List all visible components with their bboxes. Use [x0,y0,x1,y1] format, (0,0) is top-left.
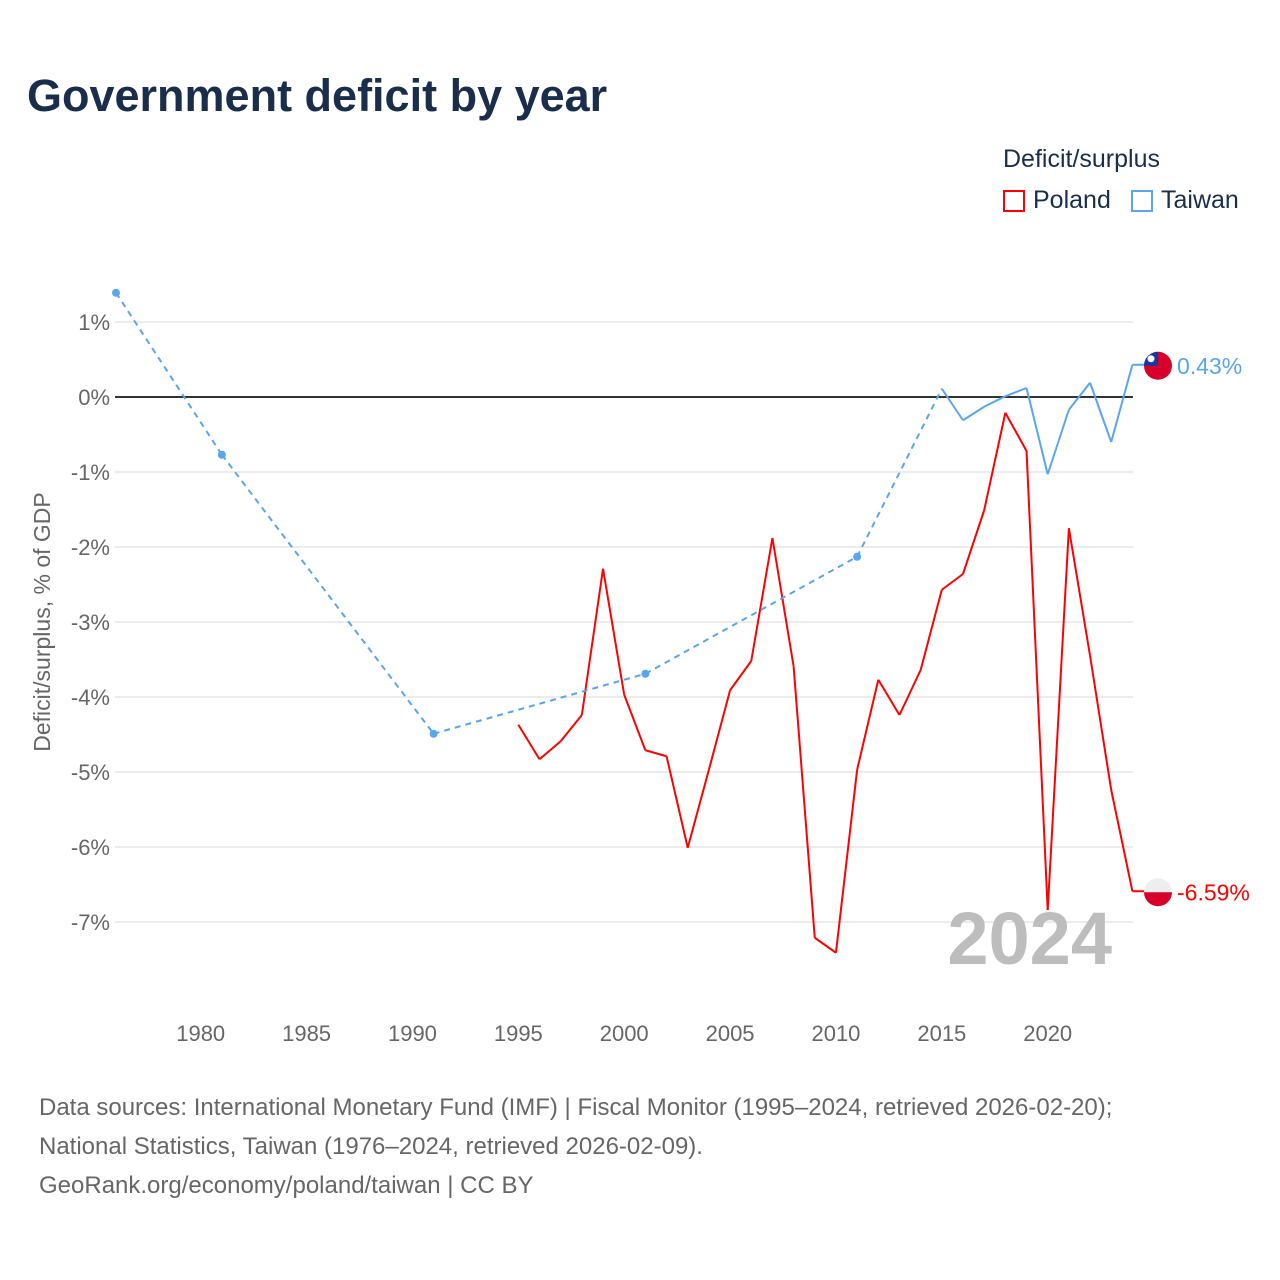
legend-swatch [1131,189,1153,212]
series-segment-poland [919,589,943,671]
series-segment-taiwan [856,388,943,558]
x-tick-label: 1990 [388,1021,437,1046]
series-segment-poland [814,936,837,954]
series-segment-poland [623,694,647,751]
series-segment-taiwan [644,555,858,675]
end-value-label-poland: -6.59% [1177,879,1250,905]
data-point-taiwan [217,450,226,459]
x-tick-label: 2000 [600,1021,649,1046]
series-segment-poland [538,740,562,761]
legend-swatch [1003,189,1025,212]
data-point-taiwan [641,669,650,678]
series-segment-poland [1004,412,1028,452]
series-segment-poland [1067,528,1092,656]
x-tick-label: 1985 [282,1021,331,1046]
series-segment-poland [983,412,1007,511]
y-tick-label: 0% [78,385,110,410]
series-segment-taiwan [115,292,223,456]
series-segment-poland [962,509,986,575]
series-segment-poland [580,568,605,716]
source-line: Data sources: International Monetary Fun… [39,1094,1113,1121]
series-segment-poland [686,769,710,849]
poland-flag-red [1144,892,1172,907]
x-tick-label: 2010 [811,1021,860,1046]
series-segment-taiwan [940,388,964,421]
y-tick-label: -4% [71,685,110,710]
y-tick-label: -1% [71,460,110,485]
series-segment-taiwan [1004,387,1027,398]
taiwan-flag-sun [1147,355,1155,363]
end-value-label-taiwan: 0.43% [1177,353,1242,379]
series-segment-poland [941,573,964,591]
series-segment-poland [1110,789,1134,892]
series-segment-taiwan [1068,382,1091,411]
y-tick-label: -5% [71,760,110,785]
series-segment-poland [898,669,922,716]
y-axis-label: Deficit/surplus, % of GDP [29,492,55,751]
source-note: Data sources: International Monetary Fun… [39,1088,1112,1205]
x-tick-label: 1995 [494,1021,543,1046]
source-line: National Statistics, Taiwan (1976–2024, … [39,1133,703,1160]
x-tick-label: 2015 [917,1021,966,1046]
series-segment-taiwan [1089,382,1113,443]
y-tick-label: -2% [71,535,110,560]
x-tick-label: 2005 [706,1021,755,1046]
y-tick-label: -3% [71,610,110,635]
series-segment-poland [792,666,816,938]
series-segment-poland [771,537,795,667]
series-segment-taiwan [962,405,985,422]
series-segment-poland [707,689,732,771]
legend-item-poland[interactable]: Poland [1003,186,1111,215]
chart-title: Government deficit by year [27,70,608,121]
series-segment-poland [665,756,689,848]
series-segment-taiwan [1046,409,1070,475]
series-segment-taiwan [1025,387,1049,475]
series-segment-poland [729,660,753,691]
x-tick-label: 1980 [176,1021,225,1046]
legend-label: Taiwan [1161,186,1239,214]
series-segment-poland [602,568,626,695]
x-tick-label: 2020 [1023,1021,1072,1046]
source-line: GeoRank.org/economy/poland/taiwan | CC B… [39,1172,534,1199]
year-watermark: 2024 [947,897,1112,980]
series-segment-taiwan [433,672,646,735]
data-point-taiwan [429,729,438,738]
series-segment-poland [834,769,859,953]
data-point-taiwan [853,552,862,561]
series-segment-taiwan [1110,364,1134,443]
series-segment-poland [559,714,583,742]
y-tick-label: 1% [78,310,110,335]
series-segment-taiwan [221,454,435,735]
series-segment-poland [1025,450,1049,911]
series-segment-poland [645,749,667,758]
y-tick-label: -7% [71,910,110,935]
y-tick-label: -6% [71,835,110,860]
series-segment-poland [1046,528,1070,911]
legend-item-taiwan[interactable]: Taiwan [1131,186,1239,215]
series-segment-poland [877,679,901,716]
data-point-taiwan [112,288,120,297]
series-segment-poland [517,724,541,760]
legend-label: Poland [1033,186,1111,214]
series-segment-poland [856,679,880,770]
series-segment-poland [1089,655,1113,791]
series-segment-poland [750,537,774,662]
series-segment-taiwan [983,395,1006,408]
legend-title: Deficit/surplus [1003,145,1160,173]
